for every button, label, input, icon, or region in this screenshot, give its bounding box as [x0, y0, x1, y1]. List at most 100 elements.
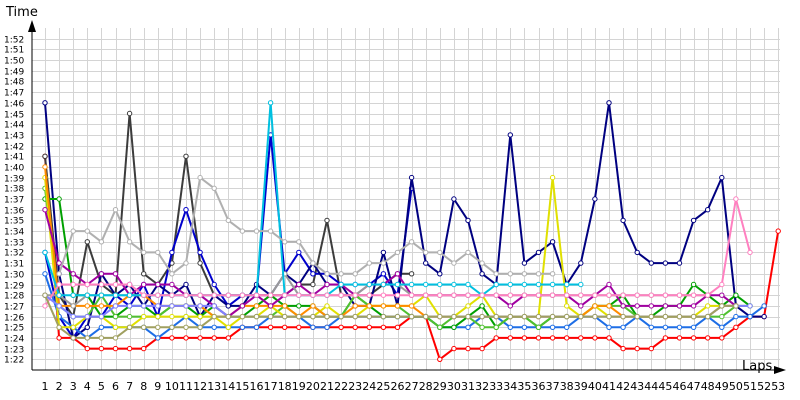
data-point — [84, 313, 91, 320]
data-point — [648, 345, 654, 352]
data-point — [197, 324, 203, 330]
data-point — [676, 260, 683, 266]
data-point — [126, 281, 133, 288]
data-point — [84, 228, 91, 234]
data-point — [761, 313, 767, 320]
data-point — [394, 281, 401, 288]
data-point — [169, 281, 175, 288]
data-point — [324, 324, 330, 330]
data-point — [662, 313, 669, 320]
data-point — [564, 303, 570, 309]
data-point — [592, 335, 598, 341]
data-point — [225, 335, 232, 341]
data-point — [606, 100, 612, 106]
data-point — [578, 292, 584, 298]
x-tick-labels: 1 2 3 4 5 6 7 8 9 10 11 12 13 14 15 16 17 18 19 20 21 22 23 24 2… — [42, 380, 786, 393]
data-point — [112, 207, 119, 213]
data-point — [437, 292, 443, 298]
data-point — [380, 303, 387, 309]
data-point — [662, 324, 669, 330]
x-tick-label: 51 — [743, 380, 757, 393]
data-point — [521, 292, 528, 298]
x-tick-label: 45 — [658, 380, 672, 393]
data-point — [620, 313, 626, 320]
data-point — [592, 313, 598, 320]
data-point — [549, 239, 556, 245]
x-tick-label: 40 — [588, 380, 602, 393]
data-point — [141, 292, 147, 298]
data-point — [183, 260, 189, 266]
data-point — [451, 324, 457, 330]
data-point — [465, 217, 471, 224]
data-point — [493, 324, 499, 330]
y-tick-label: 1:31 — [4, 260, 24, 270]
data-point — [126, 292, 133, 298]
data-point — [253, 324, 260, 330]
data-point — [98, 324, 105, 330]
data-point — [662, 335, 669, 341]
data-point — [437, 356, 443, 362]
data-point — [676, 313, 683, 320]
data-point — [169, 313, 175, 320]
data-point — [70, 324, 76, 330]
x-tick-label: 43 — [630, 380, 644, 393]
data-point — [521, 260, 528, 266]
data-point — [733, 324, 739, 330]
x-tick-label: 20 — [306, 380, 320, 393]
x-tick-label: 19 — [292, 380, 306, 393]
data-point — [155, 281, 161, 288]
data-point — [310, 271, 316, 277]
data-point — [310, 324, 316, 330]
data-point — [169, 249, 175, 256]
data-point — [141, 324, 147, 330]
x-tick-label: 42 — [616, 380, 630, 393]
data-point — [423, 292, 429, 298]
data-point — [648, 292, 654, 298]
x-tick-label: 6 — [112, 380, 119, 393]
data-point — [507, 324, 513, 330]
series-16 — [42, 292, 739, 341]
data-point — [84, 292, 91, 298]
data-point — [747, 249, 753, 256]
data-point — [564, 313, 570, 320]
data-point — [719, 335, 725, 341]
data-point — [211, 313, 217, 320]
x-tick-label: 38 — [560, 380, 574, 393]
data-point — [578, 303, 584, 309]
data-point — [112, 345, 119, 352]
data-point — [56, 196, 62, 202]
data-point — [310, 260, 316, 266]
data-point — [282, 324, 288, 330]
data-point — [733, 196, 739, 202]
y-tick-label: 1:48 — [4, 78, 24, 88]
y-tick-label: 1:43 — [4, 132, 24, 142]
data-point — [507, 292, 513, 298]
y-tick-label: 1:39 — [4, 175, 24, 185]
data-point — [70, 335, 76, 341]
data-point — [648, 313, 654, 320]
data-point — [719, 292, 725, 298]
data-point — [338, 271, 344, 277]
x-axis-title: Laps — [742, 359, 772, 374]
data-point — [408, 174, 415, 181]
data-point — [521, 324, 528, 330]
data-point — [56, 292, 62, 298]
series-line — [44, 101, 765, 339]
data-point — [465, 249, 471, 256]
data-point — [521, 271, 528, 277]
data-point — [267, 324, 274, 330]
x-tick-label: 2 — [56, 380, 63, 393]
data-point — [112, 313, 119, 320]
data-point — [451, 345, 457, 352]
data-point — [338, 292, 344, 298]
x-tick-label: 52 — [757, 380, 771, 393]
data-point — [352, 324, 358, 330]
data-point — [56, 303, 62, 309]
data-point — [98, 281, 105, 288]
data-point — [253, 228, 260, 234]
series-lines — [42, 100, 781, 362]
x-tick-label: 10 — [165, 380, 179, 393]
data-point — [380, 324, 387, 330]
data-point — [578, 260, 584, 266]
x-tick-label: 32 — [475, 380, 489, 393]
